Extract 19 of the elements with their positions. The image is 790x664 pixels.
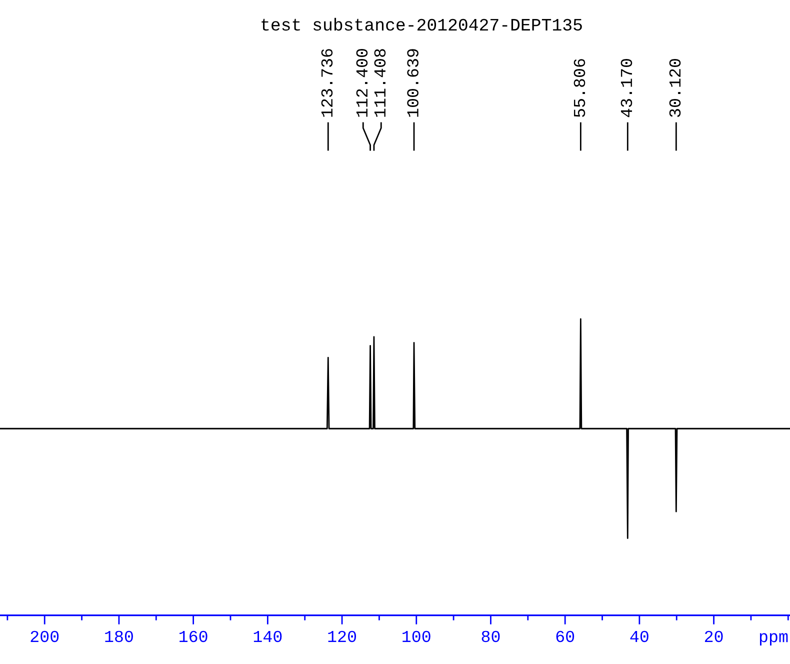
annotation: 43.170 [620, 59, 632, 118]
x-tick-label: 60 [556, 630, 574, 642]
x-tick-label: 120 [328, 630, 356, 642]
x-tick-label: 180 [105, 630, 133, 642]
annotation: 111.408 [374, 49, 386, 117]
x-tick-label: 40 [630, 630, 648, 642]
x-tick-label: 100 [402, 630, 430, 642]
annotation: 112.400 [356, 49, 368, 117]
annotation: 100.639 [407, 49, 418, 117]
x-axis-title: ppm [760, 633, 788, 646]
x-tick-label: 80 [482, 630, 500, 642]
x-tick-label: 200 [30, 630, 59, 642]
annotation: 55.806 [574, 59, 586, 117]
chart-title: test substance-20120427-DEPT135 [262, 18, 582, 31]
annotation: 30.120 [669, 59, 681, 117]
x-tick-label: 20 [704, 630, 723, 642]
x-tick-label: 160 [180, 630, 208, 642]
annotation: 123.736 [321, 49, 333, 117]
x-tick-label: 140 [254, 630, 282, 642]
